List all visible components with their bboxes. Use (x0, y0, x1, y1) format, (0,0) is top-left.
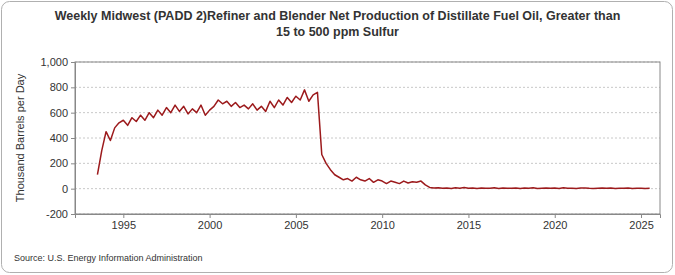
axis-line (71, 63, 76, 215)
y-tick-label: 1,000 (40, 56, 68, 68)
y-axis: -200 0 200 400 600 800 1,000 (40, 56, 75, 220)
x-tick-mark (123, 214, 124, 218)
grid-line (75, 87, 660, 88)
x-tick-label: 2025 (629, 219, 653, 231)
x-tick: 2020 (543, 214, 567, 231)
x-tick-label: 2020 (543, 219, 567, 231)
grid-line (75, 163, 660, 164)
y-tick-mark (71, 113, 75, 114)
plot-frame (75, 62, 660, 214)
grid (75, 62, 660, 214)
y-tick: 1,000 (40, 56, 75, 68)
y-tick-mark (71, 62, 75, 63)
x-tick: 2015 (457, 214, 481, 231)
x-tick-mark (382, 214, 383, 218)
y-axis-title: Thousand Barrels per Day (14, 73, 26, 202)
y-tick-label: 0 (62, 183, 68, 195)
y-tick-label: 200 (50, 157, 68, 169)
x-tick-mark (468, 214, 469, 218)
x-tick-label: 2010 (370, 219, 394, 231)
y-tick: 400 (50, 132, 75, 144)
y-tick: 600 (50, 107, 75, 119)
y-tick: 0 (62, 183, 75, 195)
y-tick-mark (71, 163, 75, 164)
x-tick: 2005 (284, 214, 308, 231)
y-tick-mark (71, 189, 75, 190)
x-tick: 2000 (198, 214, 222, 231)
x-tick-mark (210, 214, 211, 218)
chart: -200 0 200 400 600 800 1,000 1995 2000 2005 2010 20… (0, 0, 675, 275)
x-tick-mark (641, 214, 642, 218)
plot-area (97, 90, 649, 189)
x-tick-label: 2015 (457, 219, 481, 231)
x-axis: 1995 2000 2005 2010 2015 2020 2025 (76, 214, 661, 231)
x-tick: 2010 (370, 214, 394, 231)
grid-line (75, 138, 660, 139)
x-tick-mark (296, 214, 297, 218)
y-tick-label: 600 (50, 107, 68, 119)
frame (2, 2, 673, 273)
axis-line (76, 215, 661, 219)
y-tick-label: 400 (50, 132, 68, 144)
y-tick-label: -200 (46, 208, 68, 220)
y-tick: 200 (50, 157, 75, 169)
x-tick: 2025 (629, 214, 653, 231)
y-tick: 800 (50, 81, 75, 93)
source: Source: U.S. Energy Information Administ… (14, 253, 203, 263)
x-tick-label: 2005 (284, 219, 308, 231)
title: Weekly Midwest (PADD 2)Refiner and Blend… (55, 9, 621, 39)
x-tick: 1995 (112, 214, 136, 231)
y-tick-mark (71, 138, 75, 139)
x-tick-label: 1995 (112, 219, 136, 231)
y-tick: -200 (46, 208, 75, 220)
y-tick-mark (71, 87, 75, 88)
x-tick-label: 2000 (198, 219, 222, 231)
y-tick-mark (71, 214, 75, 215)
x-tick-mark (555, 214, 556, 218)
y-tick-label: 800 (50, 81, 68, 93)
series-line (97, 90, 649, 189)
